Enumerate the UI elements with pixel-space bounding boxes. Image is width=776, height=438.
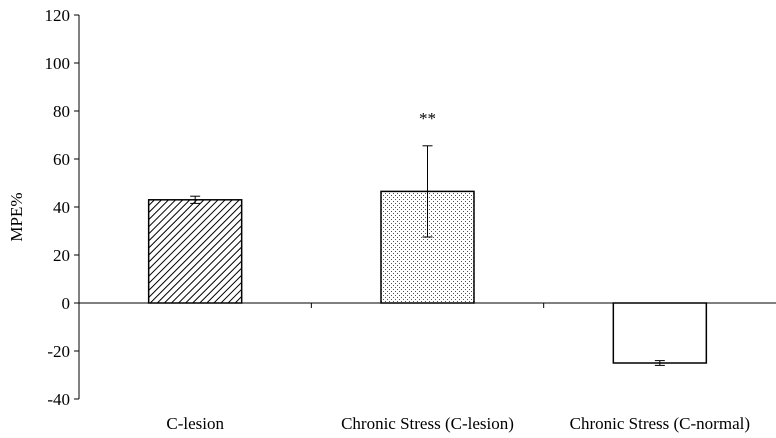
y-tick-label: 120 bbox=[45, 6, 71, 25]
y-axis: -40 -20 0 20 40 60 80 100 120 bbox=[45, 6, 80, 409]
bar bbox=[380, 190, 475, 304]
x-category-label: Chronic Stress (C-normal) bbox=[570, 414, 750, 433]
bar bbox=[147, 199, 243, 304]
y-tick-label: 60 bbox=[53, 150, 70, 169]
y-tick-label: 40 bbox=[53, 198, 70, 217]
significance-marker: ** bbox=[419, 109, 436, 128]
x-category-label: C-lesion bbox=[166, 414, 224, 433]
y-tick-label: -20 bbox=[47, 342, 70, 361]
y-axis-title: MPE% bbox=[7, 192, 26, 241]
y-tick-label: 20 bbox=[53, 246, 70, 265]
y-tick-label: -40 bbox=[47, 390, 70, 409]
bar bbox=[612, 302, 708, 364]
y-tick-label: 0 bbox=[62, 294, 71, 313]
x-category-label: Chronic Stress (C-lesion) bbox=[341, 414, 514, 433]
bars: ** bbox=[147, 109, 708, 366]
y-tick-label: 100 bbox=[45, 54, 71, 73]
y-tick-label: 80 bbox=[53, 102, 70, 121]
category-labels: C-lesion Chronic Stress (C-lesion) Chronic… bbox=[166, 414, 750, 433]
